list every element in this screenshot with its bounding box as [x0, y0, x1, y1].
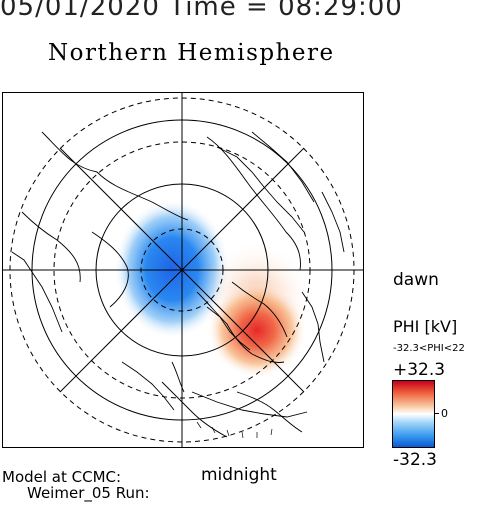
colorbar-title: PHI [kV] [393, 317, 458, 336]
positive-cell [207, 282, 307, 378]
hemisphere-title: Northern Hemisphere [48, 40, 335, 66]
midnight-label: midnight [201, 465, 277, 485]
colorbar-zero: 0 [441, 407, 448, 420]
colorbar-zero-tick [435, 413, 439, 414]
colorbar-max: +32.3 [393, 360, 446, 380]
colorbar [392, 380, 435, 448]
run-line: Weimer_05 Run: [27, 484, 150, 502]
map-frame [2, 92, 364, 448]
datetime-title: 05/01/2020 Time = 08:29:00 [0, 0, 403, 22]
polar-map [2, 92, 364, 448]
dawn-label: dawn [393, 270, 439, 290]
colorbar-min: -32.3 [393, 450, 437, 470]
coastlines [11, 131, 345, 438]
colorbar-range: -32.3<PHI<22 [393, 343, 465, 354]
land-ticks [196, 421, 273, 439]
negative-cell [114, 199, 230, 339]
meridians [2, 92, 364, 448]
model-line: Model at CCMC: [2, 468, 122, 486]
